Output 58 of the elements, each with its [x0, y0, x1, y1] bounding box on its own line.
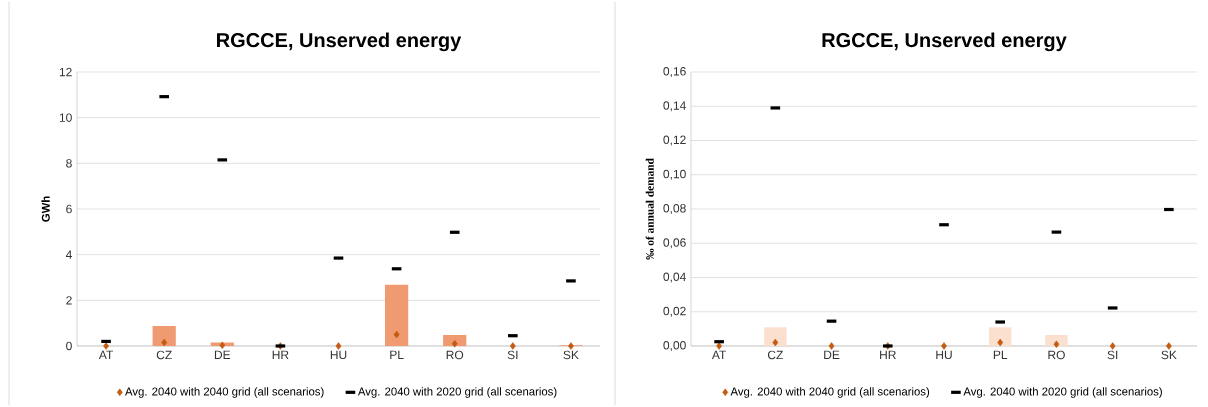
point: [828, 342, 835, 350]
x-tick-label: DE: [214, 350, 231, 359]
y-tick-label: 4: [65, 250, 72, 259]
legend-label: Avg. 2040 with 2040 grid (all scenarios): [730, 387, 930, 398]
y-tick-label: 0,08: [663, 204, 686, 214]
y-tick-label: 8: [66, 159, 72, 168]
legend-label: Avg. 2040 with 2020 grid (all scenarios): [357, 387, 557, 398]
x-tick-label: HU: [330, 350, 347, 360]
point: [161, 338, 168, 347]
point: [335, 342, 342, 350]
x-tick-label: AT: [711, 350, 727, 359]
x-tick-label: DE: [824, 350, 840, 359]
x-tick-label: CZ: [767, 350, 783, 360]
x-tick-label: RO: [446, 350, 464, 360]
x-tick-label: SK: [1161, 350, 1177, 360]
point: [219, 341, 226, 350]
x-tick-label: AT: [98, 350, 114, 359]
y-tick-label: 12: [59, 67, 72, 77]
x-tick-label: PL: [390, 350, 404, 359]
point: [103, 342, 109, 350]
bar: [384, 284, 409, 346]
x-tick-label: HR: [272, 350, 289, 359]
y-tick-label: 6: [66, 204, 72, 214]
y-tick-label: 2: [66, 296, 72, 305]
y-tick-label: 0,16: [663, 67, 686, 77]
x-tick-label: SI: [1107, 350, 1118, 360]
bar: [152, 325, 176, 346]
point: [716, 342, 722, 350]
chart-title: RGCCE, Unserved energy: [822, 32, 1067, 52]
y-tick-label: 0,02: [663, 306, 686, 317]
y-tick-label: 0,04: [663, 272, 686, 283]
point: [941, 342, 947, 350]
point: [509, 342, 516, 350]
y-axis-title: ‰ of annual demand: [645, 158, 654, 260]
y-tick-label: 0,10: [663, 169, 686, 180]
x-tick-label: SK: [563, 350, 579, 360]
x-tick-label: HR: [880, 350, 896, 359]
chart-title: RGCCE, Unserved energy: [217, 32, 462, 52]
x-tick-label: RO: [1048, 350, 1065, 360]
point: [997, 338, 1004, 347]
point: [393, 330, 400, 339]
legend-label: Avg. 2040 with 2040 grid (all scenarios): [125, 387, 324, 398]
y-tick-label: 0,06: [663, 238, 686, 249]
point: [1166, 342, 1172, 350]
x-tick-label: HU: [936, 350, 952, 360]
point: [772, 338, 779, 347]
x-tick-label: PL: [993, 350, 1008, 359]
y-tick-label: 0: [66, 341, 72, 351]
y-axis-title: GWh: [41, 196, 50, 222]
point: [568, 342, 574, 350]
y-tick-label: 0,12: [663, 135, 686, 146]
y-tick-label: 0,14: [663, 101, 686, 112]
y-tick-label: 10: [59, 113, 72, 122]
x-tick-label: SI: [507, 350, 518, 360]
y-tick-label: 0,00: [663, 341, 686, 351]
legend-label: Avg. 2040 with 2020 grid (all scenarios): [963, 387, 1162, 398]
point: [1109, 342, 1116, 350]
x-tick-label: CZ: [156, 350, 172, 360]
